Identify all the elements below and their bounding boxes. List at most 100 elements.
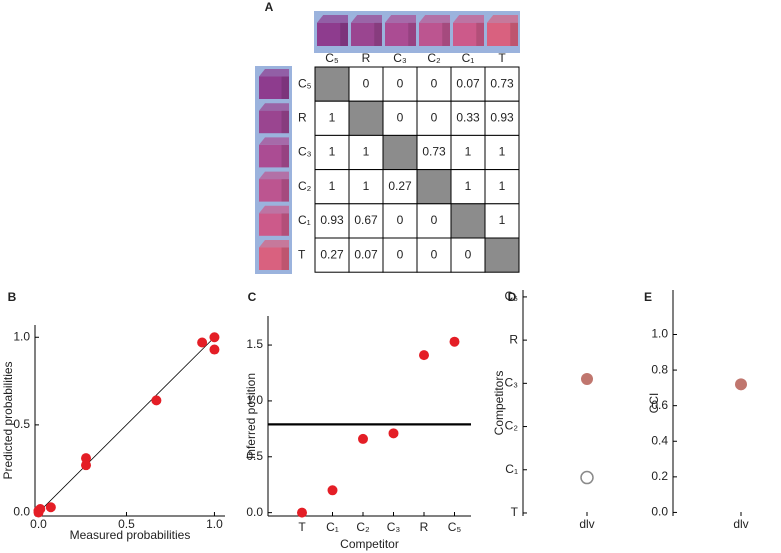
cube-top [259, 69, 289, 77]
point [35, 503, 46, 514]
panel-letter: E [644, 290, 652, 304]
cube-strip [255, 66, 292, 274]
x-tick-label: C₃ [387, 520, 401, 534]
column-label: C₂ [427, 51, 441, 65]
cell-value: 1 [329, 110, 336, 124]
cell [348, 169, 384, 205]
identity-line [38, 336, 215, 513]
cube-side [408, 22, 416, 46]
point [388, 428, 399, 439]
y-tick-label: C₁ [505, 462, 518, 476]
cube-face [259, 110, 289, 134]
cell-value: 0 [431, 247, 438, 261]
panel-letter: D [508, 290, 517, 304]
cube-top [259, 205, 289, 214]
cube-top [259, 137, 289, 145]
x-tick-label: dlv [579, 517, 594, 531]
cube-side [281, 213, 289, 236]
point [581, 373, 593, 386]
x-tick-label: C₂ [356, 520, 370, 534]
cell-value: 0 [397, 213, 404, 227]
y-tick-label: 0.5 [13, 417, 30, 431]
y-tick-label: 0.5 [246, 449, 263, 463]
point [209, 332, 220, 343]
cube-side [281, 76, 289, 99]
cell-value: 1 [329, 179, 336, 193]
cell [416, 203, 452, 239]
point [151, 395, 162, 406]
cell-value: 0 [431, 213, 438, 227]
cell-value: 1 [499, 145, 506, 159]
cell [314, 237, 350, 273]
cell [484, 66, 520, 102]
cube-side [374, 22, 382, 46]
y-tick-label: 0.2 [651, 469, 668, 483]
y-tick-label: C₃ [504, 376, 518, 390]
cell [484, 100, 520, 136]
cell [484, 134, 520, 171]
cell-value: 1 [329, 145, 336, 159]
cell [416, 100, 452, 136]
y-tick-label: T [511, 505, 519, 519]
y-tick-label: 0.4 [651, 433, 668, 447]
cube-top [351, 15, 382, 23]
cell [484, 203, 520, 239]
cell [314, 66, 350, 102]
cube-face [419, 22, 450, 46]
cube-side [442, 22, 450, 46]
cell [348, 237, 384, 273]
point [81, 460, 92, 471]
cell-value: 0.73 [422, 145, 446, 159]
column-label: C₃ [393, 51, 407, 65]
cell-value: 1 [499, 213, 506, 227]
x-axis-label: Measured probabilities [70, 528, 191, 542]
point [580, 470, 594, 485]
row-label: T [298, 247, 306, 261]
cell-value: 0 [397, 76, 404, 90]
x-tick-label: R [420, 520, 429, 534]
cube-top [453, 15, 484, 23]
cell [484, 237, 520, 273]
cube-top [259, 240, 289, 248]
point [297, 507, 307, 518]
cell-value: 0 [431, 110, 438, 124]
y-tick-label: 0.6 [651, 398, 668, 412]
cell-value: 1 [465, 145, 472, 159]
cell-value: 0.27 [320, 247, 344, 261]
row-label: C₅ [298, 76, 312, 90]
cell [416, 66, 452, 102]
y-tick-label: 0.0 [246, 505, 263, 519]
y-axis-label: Predicted probabilities [1, 361, 15, 479]
y-tick-label: C₂ [505, 419, 519, 433]
cell-value: 0 [397, 110, 404, 124]
y-tick-label: C₅ [505, 289, 519, 303]
point [419, 350, 429, 361]
x-tick-label: T [298, 520, 306, 534]
cell [382, 100, 418, 136]
cube-top [317, 15, 348, 23]
y-tick-label: 0.0 [651, 505, 668, 519]
cube-top [385, 15, 416, 23]
cube-face [259, 179, 289, 202]
cell [314, 203, 350, 239]
column-label: C₅ [325, 51, 339, 65]
cube-side [281, 144, 289, 168]
cube-side [510, 22, 518, 46]
cube-side [476, 22, 484, 46]
panel-letter: C [248, 290, 257, 304]
cell-value: 0.93 [320, 213, 344, 227]
cell [450, 169, 486, 205]
cell-value: 0.73 [490, 76, 514, 90]
cell-value: 1 [465, 179, 472, 193]
y-axis-label: CCI [647, 393, 661, 414]
x-tick-label: dlv [733, 517, 748, 531]
cube-side [281, 179, 289, 202]
y-tick-label: 0.0 [13, 505, 30, 519]
cube-side [281, 247, 289, 270]
cell-value: 1 [363, 145, 370, 159]
cell-value: 0.07 [456, 76, 480, 90]
cube-face [453, 22, 484, 46]
cell-value: 0 [465, 247, 472, 261]
cell [484, 169, 520, 205]
column-label: T [498, 51, 506, 65]
